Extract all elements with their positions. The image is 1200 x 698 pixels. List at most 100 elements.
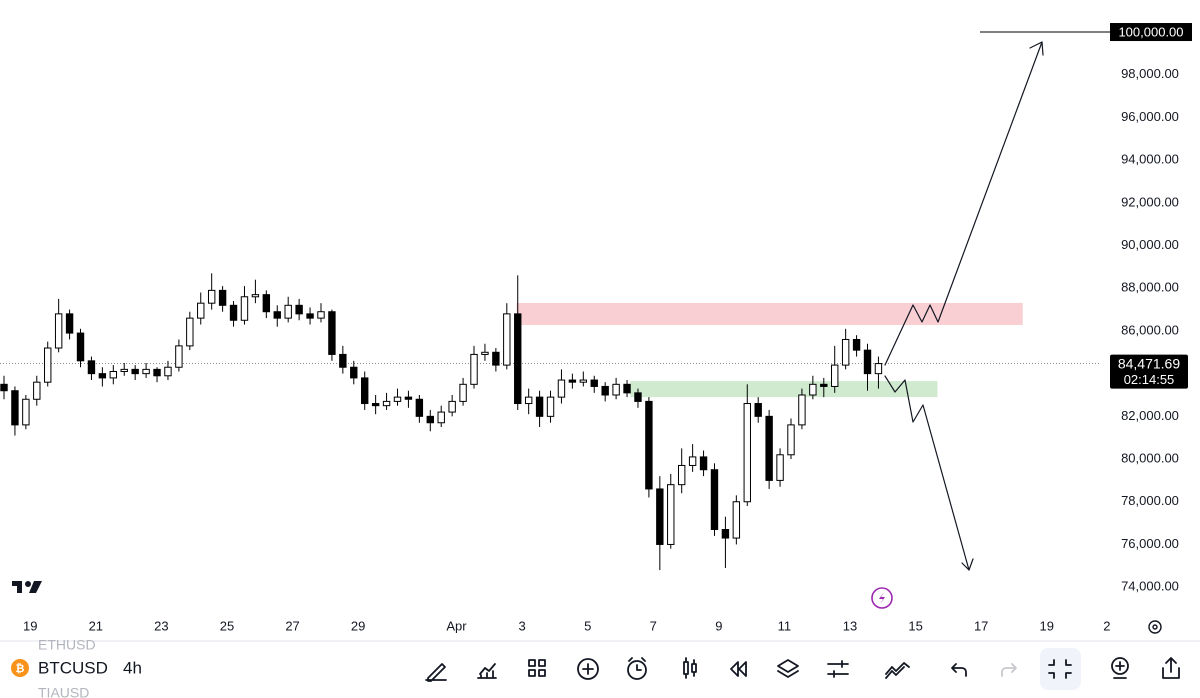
x-tick-label: 2	[1103, 618, 1110, 633]
y-tick-label: 90,000.00	[1121, 237, 1179, 252]
candle-body	[131, 368, 139, 375]
alert-icon[interactable]	[627, 657, 647, 680]
candle-body	[645, 400, 653, 490]
arrow-head	[961, 558, 974, 571]
y-tick-label: 86,000.00	[1121, 322, 1179, 337]
bearish-path	[884, 375, 970, 571]
share-icon[interactable]	[1162, 657, 1180, 679]
x-tick-label: 13	[843, 618, 857, 633]
x-tick-label: 25	[220, 618, 234, 633]
y-tick-label: 76,000.00	[1121, 536, 1179, 551]
candle-body	[361, 377, 369, 405]
x-tick-label: 23	[154, 618, 168, 633]
candle-body	[109, 371, 118, 379]
candle-body	[240, 296, 249, 321]
candle-body	[262, 294, 271, 313]
zones	[0, 302, 1100, 398]
x-tick-label: 17	[974, 618, 988, 633]
candle-body	[787, 424, 795, 456]
candle-body	[481, 351, 489, 355]
candle-body	[44, 347, 52, 383]
candle-body	[0, 383, 8, 392]
candle-body	[852, 338, 861, 351]
candle-body	[328, 311, 336, 355]
watchlist-item[interactable]: ETHUSD	[38, 637, 96, 653]
candle-body	[874, 363, 883, 375]
candle-body	[546, 396, 555, 417]
candle-body	[437, 411, 445, 424]
candle-body	[743, 403, 751, 503]
candle-body	[820, 383, 828, 387]
coin-glyph: ₿	[16, 663, 25, 675]
candle-body	[207, 289, 216, 304]
candle-body	[612, 383, 620, 396]
bullish-path	[884, 41, 1043, 366]
last-price-label: 84,471.69	[1118, 355, 1180, 371]
candle-body	[65, 313, 74, 334]
x-tick-label: 27	[285, 618, 299, 633]
x-tick-label: 19	[1040, 618, 1054, 633]
coin-icon	[11, 659, 29, 677]
candle-body	[623, 383, 631, 394]
target-label: 100,000.00	[1118, 24, 1183, 39]
replay-icon[interactable]	[730, 661, 747, 677]
candle-body	[831, 364, 839, 387]
undo-icon[interactable]	[951, 663, 967, 677]
candle-body	[656, 488, 664, 545]
layers-icon[interactable]	[777, 659, 799, 678]
logo	[12, 581, 42, 593]
lightning-icon[interactable]	[871, 587, 893, 609]
fullscreen-icon[interactable]	[1048, 659, 1072, 679]
settings-icon[interactable]	[827, 660, 849, 678]
y-tick-label: 94,000.00	[1121, 152, 1179, 167]
candle-body	[175, 345, 183, 368]
y-tick-label: 74,000.00	[1121, 579, 1179, 594]
candle-body	[710, 469, 719, 531]
ideas-icon[interactable]	[1111, 657, 1129, 679]
x-tick-label: 3	[518, 618, 525, 633]
target-box	[1110, 23, 1192, 42]
candle-body	[535, 396, 544, 417]
candle-body	[350, 366, 358, 379]
candle-body	[415, 398, 424, 417]
candle-body	[153, 368, 161, 377]
candle-body	[721, 529, 730, 539]
watchlist-item[interactable]: TIAUSD	[38, 685, 89, 698]
layout-icon[interactable]	[528, 659, 546, 677]
x-tick-label: 5	[584, 618, 591, 633]
interval[interactable]: 4h	[123, 658, 142, 677]
candles	[0, 273, 883, 571]
candle-body	[634, 392, 642, 402]
candle-body	[197, 302, 205, 319]
candle-body	[186, 317, 194, 347]
indicators-icon[interactable]	[477, 663, 497, 679]
redo-icon[interactable]	[1001, 663, 1017, 677]
zone	[516, 302, 1023, 325]
y-tick-label: 98,000.00	[1121, 66, 1179, 81]
candle-body	[284, 304, 292, 319]
candle-body	[863, 349, 872, 375]
candle-body	[776, 454, 784, 481]
candle-body	[426, 415, 434, 424]
candle-body	[841, 338, 850, 366]
y-tick-label: 82,000.00	[1121, 408, 1179, 423]
x-tick-label: 11	[778, 618, 792, 633]
candle-body	[732, 501, 741, 539]
candle-body	[22, 398, 30, 426]
candle-body	[470, 353, 478, 385]
candle-body	[448, 400, 456, 413]
x-tick-label: 19	[23, 618, 37, 633]
candles-icon[interactable]	[683, 657, 697, 679]
draw-icon[interactable]	[425, 663, 447, 682]
symbol[interactable]: BTCUSD	[38, 658, 108, 677]
candle-body	[33, 381, 41, 400]
candle-body	[11, 390, 19, 426]
compare-icon[interactable]	[885, 662, 910, 679]
candle-body	[514, 313, 522, 405]
x-tick-label: 21	[89, 618, 103, 633]
add-icon[interactable]	[577, 658, 599, 680]
settings-icon[interactable]	[1148, 620, 1162, 634]
candle-body	[295, 304, 303, 315]
